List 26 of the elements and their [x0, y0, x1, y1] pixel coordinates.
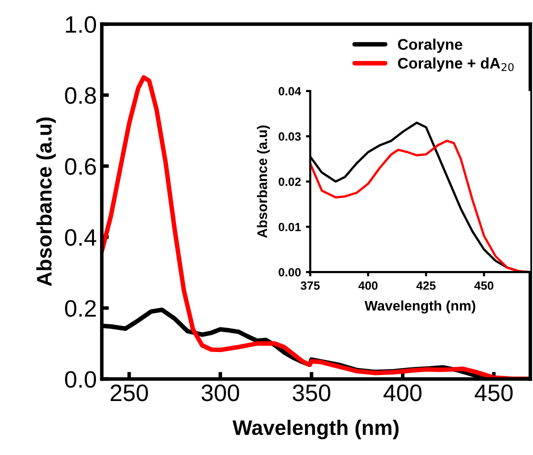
legend-label: Coralyne — [398, 38, 462, 53]
y-tick-label: 1.0 — [66, 16, 96, 33]
y-tick-label: 0.2 — [65, 300, 96, 317]
y-axis-title: Absorbance (a.u) — [36, 118, 56, 286]
y-tick-label: 0.6 — [65, 158, 96, 175]
x-tick-label: 350 — [292, 384, 330, 402]
y-tick-label: 0.8 — [65, 87, 96, 104]
x-tick-label: 425 — [416, 281, 436, 290]
x-tick-label: 250 — [110, 384, 148, 402]
y-tick-label: 0.02 — [278, 178, 301, 186]
y-tick-label: 0.04 — [278, 87, 302, 96]
x-tick-label: 450 — [474, 384, 513, 402]
y-tick-label: 0.01 — [278, 222, 301, 232]
x-tick-label: 450 — [474, 281, 494, 290]
x-tick-label: 400 — [358, 281, 378, 290]
x-axis-title: Wavelength (nm) — [232, 420, 399, 440]
y-axis-title: Absorbance (a.u) — [256, 126, 270, 238]
x-tick-label: 300 — [202, 384, 240, 402]
y-tick-label: 0.0 — [65, 371, 96, 388]
y-tick-label: 0.00 — [278, 268, 301, 276]
y-tick-label: 0.4 — [65, 229, 96, 246]
x-tick-label: 400 — [384, 384, 422, 402]
y-tick-label: 0.03 — [278, 132, 301, 141]
legend-label: Coralyne + dA$_{20}$ — [398, 57, 514, 72]
x-tick-label: 375 — [300, 281, 320, 290]
x-axis-title: Wavelength (nm) — [364, 300, 476, 314]
